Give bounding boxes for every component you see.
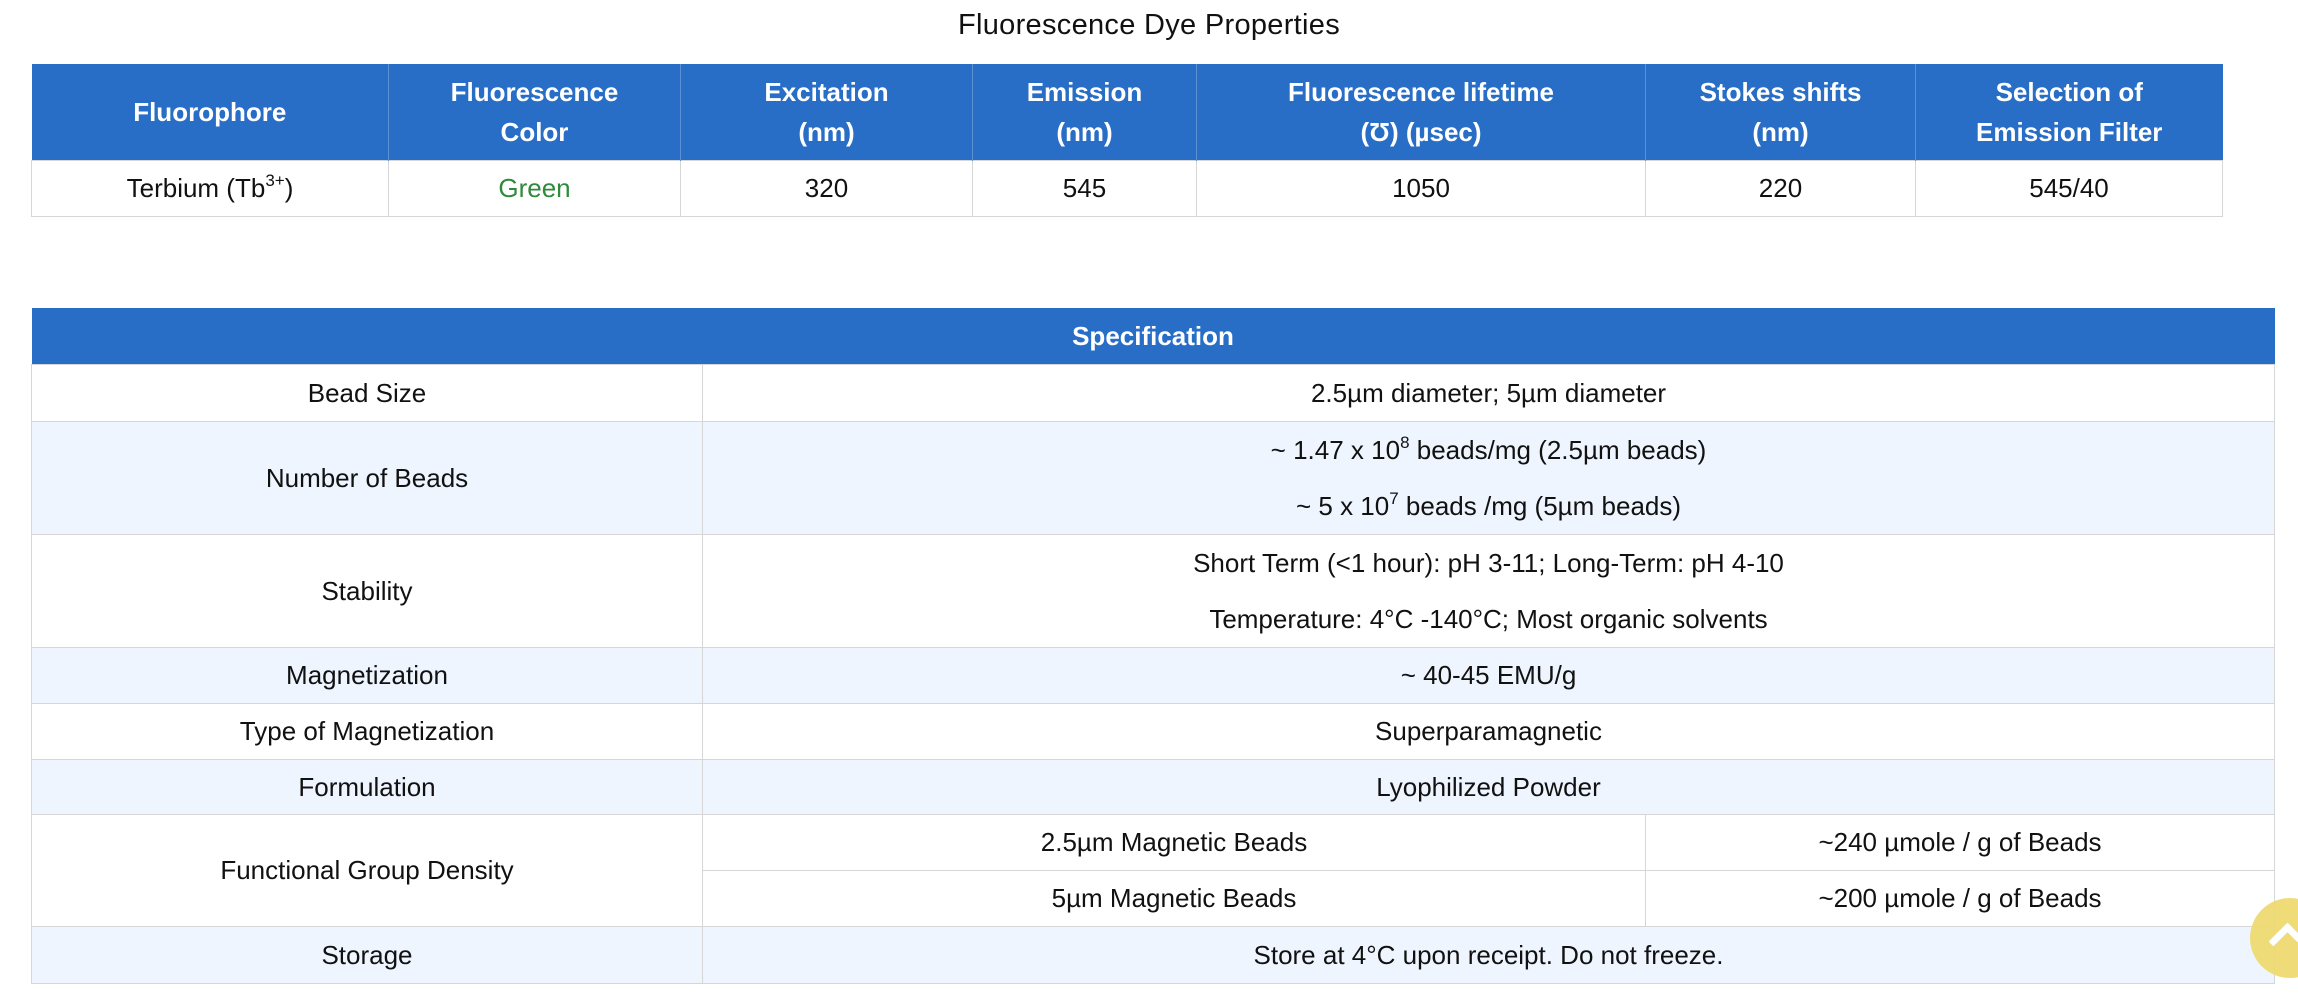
value-storage: Store at 4°C upon receipt. Do not freeze… (701, 926, 2276, 984)
label-functional-group-density: Functional Group Density (31, 814, 703, 927)
label-type-of-magnetization: Type of Magnetization (31, 703, 703, 760)
header-fluorophore: Fluorophore (31, 64, 389, 161)
dye-properties-table: Fluorophore Fluorescence Color Excitation… (31, 64, 2223, 217)
table-row: Stability Short Term (<1 hour): pH 3-11;… (31, 534, 2276, 648)
table-row: Number of Beads ~ 1.47 x 108 beads/mg (2… (31, 421, 2276, 535)
label-stability: Stability (31, 534, 703, 648)
specification-table: Specification Bead Size 2.5µm diameter; … (31, 308, 2276, 984)
dye-header-row: Fluorophore Fluorescence Color Excitation… (31, 64, 2223, 161)
header-emission-filter: Selection of Emission Filter (1915, 64, 2223, 161)
table-row: Type of Magnetization Superparamagnetic (31, 703, 2276, 760)
specification-header: Specification (31, 308, 2275, 365)
value-bead-size: 2.5µm diameter; 5µm diameter (701, 364, 2276, 422)
label-magnetization: Magnetization (31, 647, 703, 704)
value-formulation: Lyophilized Powder (701, 759, 2276, 815)
table-row: Formulation Lyophilized Powder (31, 759, 2276, 815)
table-row: Bead Size 2.5µm diameter; 5µm diameter (31, 364, 2276, 422)
cell-color: Green (388, 160, 681, 217)
cell-stokes: 220 (1645, 160, 1916, 217)
table-row: Terbium (Tb3+) Green 320 545 1050 220 54… (31, 160, 2223, 217)
header-stokes-shift: Stokes shifts (nm) (1645, 64, 1916, 161)
chevron-up-icon (2268, 922, 2298, 961)
cell-excitation: 320 (680, 160, 973, 217)
header-fluorescence-color: Fluorescence Color (388, 64, 681, 161)
cell-emission: 545 (972, 160, 1197, 217)
fgd-density-1: ~240 µmole / g of Beads (1644, 814, 2276, 871)
cell-fluorophore: Terbium (Tb3+) (31, 160, 389, 217)
value-type-of-magnetization: Superparamagnetic (701, 703, 2276, 760)
label-number-of-beads: Number of Beads (31, 421, 703, 535)
fgd-bead-1: 2.5µm Magnetic Beads (702, 814, 1646, 871)
header-excitation: Excitation (nm) (680, 64, 973, 161)
label-formulation: Formulation (31, 759, 703, 815)
fgd-bead-2: 5µm Magnetic Beads (702, 870, 1646, 927)
label-bead-size: Bead Size (31, 364, 703, 422)
fgd-density-2: ~200 µmole / g of Beads (1644, 870, 2276, 927)
cell-lifetime: 1050 (1196, 160, 1646, 217)
header-emission: Emission (nm) (972, 64, 1197, 161)
table-row: 5µm Magnetic Beads ~200 µmole / g of Bea… (32, 870, 2276, 927)
table-row: Storage Store at 4°C upon receipt. Do no… (31, 926, 2276, 984)
table-row: Functional Group Density 2.5µm Magnetic … (31, 814, 2276, 927)
label-storage: Storage (31, 926, 703, 984)
value-magnetization: ~ 40-45 EMU/g (701, 647, 2276, 704)
header-lifetime: Fluorescence lifetime (Ʊ) (µsec) (1196, 64, 1646, 161)
value-number-of-beads: ~ 1.47 x 108 beads/mg (2.5µm beads) ~ 5 … (701, 421, 2276, 535)
cell-filter: 545/40 (1915, 160, 2223, 217)
dye-properties-title: Fluorescence Dye Properties (957, 9, 1341, 41)
value-stability: Short Term (<1 hour): pH 3-11; Long-Term… (701, 534, 2276, 648)
table-row: Magnetization ~ 40-45 EMU/g (31, 647, 2276, 704)
